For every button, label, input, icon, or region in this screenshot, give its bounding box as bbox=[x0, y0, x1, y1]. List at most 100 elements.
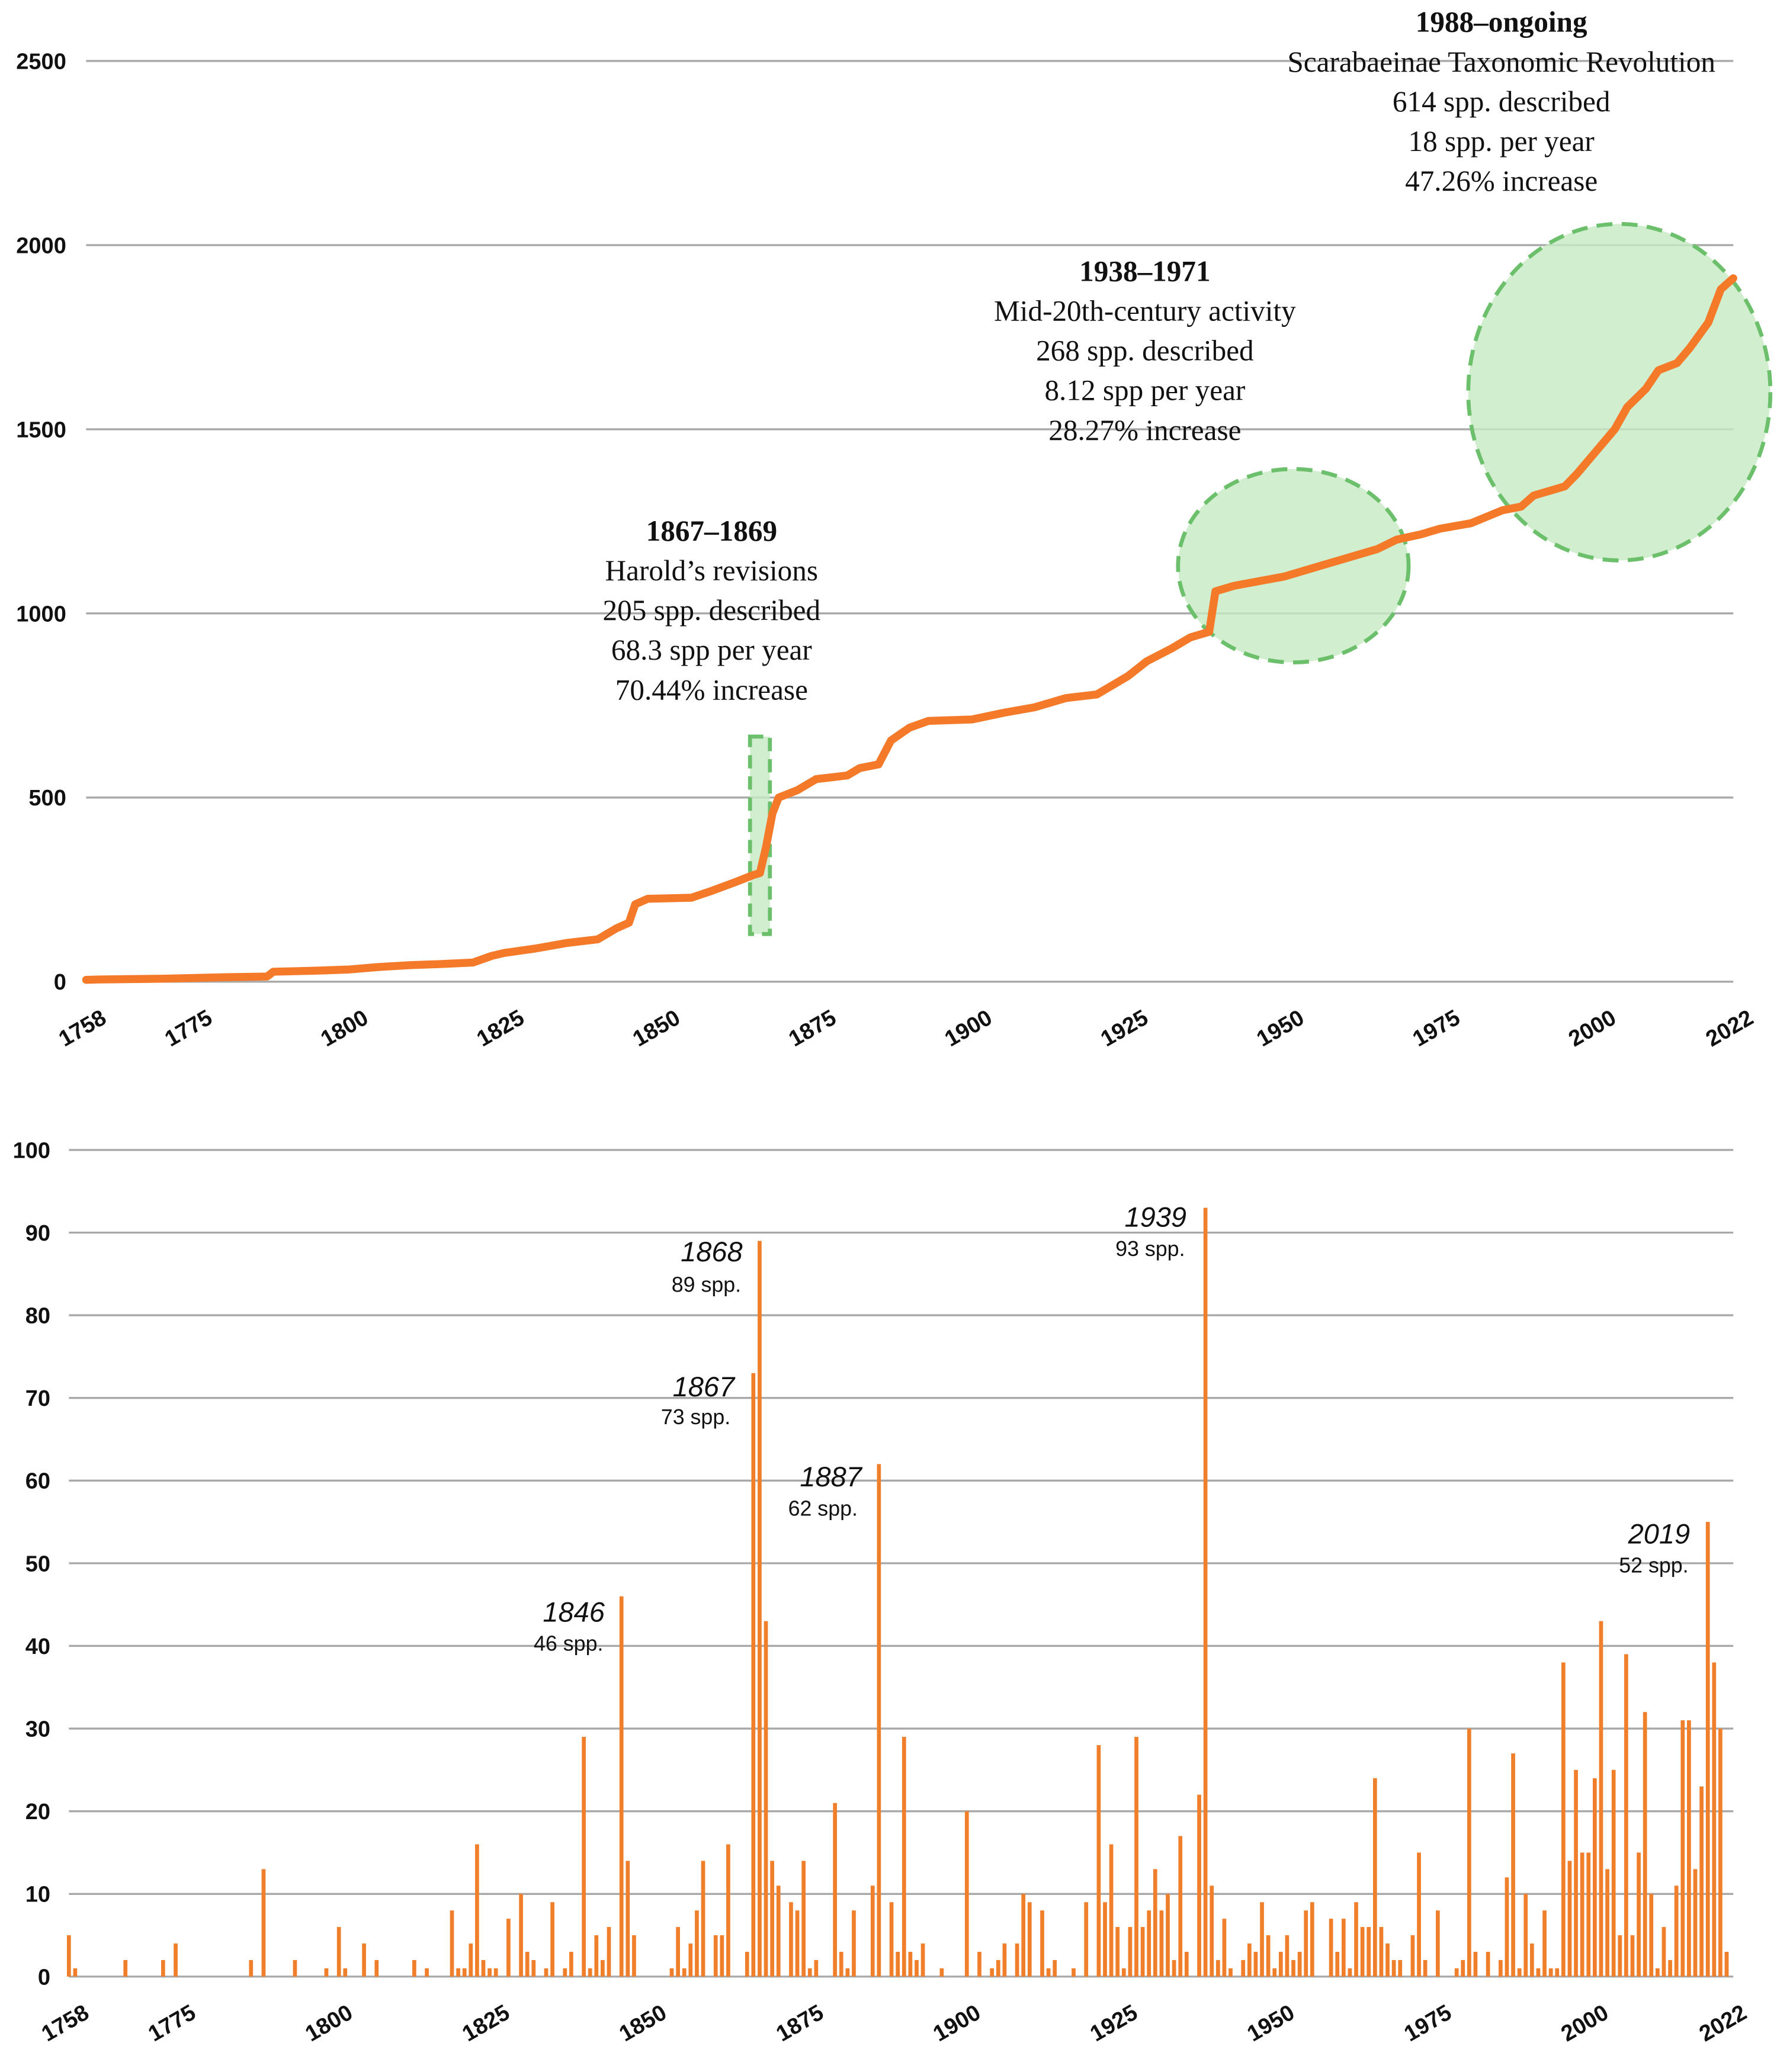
bar bbox=[1172, 1959, 1176, 1977]
bar bbox=[1674, 1885, 1679, 1977]
bar bbox=[123, 1959, 128, 1977]
bar bbox=[1329, 1919, 1333, 1977]
x-tick-label: 1850 bbox=[628, 1006, 684, 1052]
bar bbox=[506, 1919, 511, 1977]
bar bbox=[582, 1737, 586, 1977]
bar bbox=[896, 1951, 900, 1977]
bar bbox=[1398, 1959, 1403, 1977]
annotation-line: 70.44% increase bbox=[615, 673, 808, 706]
x-tick-label: 2000 bbox=[1564, 1006, 1620, 1052]
bar bbox=[525, 1951, 530, 1977]
x-tick-label: 1850 bbox=[615, 2000, 671, 2047]
bar bbox=[1593, 1778, 1597, 1977]
bar bbox=[758, 1241, 762, 1977]
annotation: 1867–1869 Harold’s revisions 205 spp. de… bbox=[603, 515, 821, 706]
bar bbox=[1285, 1935, 1290, 1977]
annotation-year: 1867 bbox=[673, 1371, 736, 1402]
annotation-line: 614 spp. described bbox=[1393, 85, 1611, 118]
bar bbox=[1611, 1769, 1616, 1977]
bar bbox=[66, 1935, 71, 1977]
x-tick-label: 2000 bbox=[1557, 2000, 1613, 2047]
bar bbox=[1203, 1207, 1208, 1977]
y-tick-label: 2500 bbox=[16, 49, 66, 74]
bar bbox=[174, 1943, 178, 1977]
bar bbox=[1724, 1951, 1729, 1977]
bar bbox=[626, 1861, 630, 1977]
y-tick-label: 2000 bbox=[16, 233, 66, 258]
bar bbox=[1586, 1852, 1591, 1977]
bar bbox=[425, 1968, 429, 1977]
bar bbox=[1454, 1968, 1459, 1977]
bar bbox=[1668, 1959, 1672, 1977]
bar bbox=[1184, 1951, 1189, 1977]
bar bbox=[1498, 1959, 1503, 1977]
annotation-year: 1887 bbox=[800, 1461, 862, 1492]
bar bbox=[1536, 1968, 1541, 1977]
annotation-line: 18 spp. per year bbox=[1409, 125, 1595, 158]
bar bbox=[776, 1885, 781, 1977]
bar bbox=[1159, 1910, 1164, 1977]
bar bbox=[1153, 1869, 1157, 1977]
bar bbox=[456, 1968, 460, 1977]
x-tick-label: 1758 bbox=[37, 2000, 93, 2047]
bar bbox=[713, 1935, 718, 1977]
bar bbox=[563, 1968, 567, 1977]
bar bbox=[544, 1968, 549, 1977]
bar bbox=[751, 1373, 756, 1977]
y-tick-label: 50 bbox=[25, 1551, 50, 1576]
highlight-ellipse bbox=[1466, 221, 1773, 563]
annotation-line: Harold’s revisions bbox=[605, 554, 818, 587]
bar bbox=[1210, 1885, 1214, 1977]
x-tick-label: 1758 bbox=[54, 1006, 110, 1052]
bar bbox=[1222, 1919, 1227, 1977]
bar bbox=[977, 1951, 981, 1977]
bar bbox=[1335, 1951, 1340, 1977]
bar bbox=[1096, 1745, 1101, 1977]
bar bbox=[1103, 1902, 1107, 1977]
bar bbox=[877, 1464, 881, 1977]
annotation-line: 8.12 spp per year bbox=[1044, 374, 1245, 407]
bar bbox=[1360, 1927, 1365, 1977]
bar bbox=[1661, 1927, 1666, 1977]
y-tick-label: 0 bbox=[38, 1965, 50, 1990]
bar bbox=[682, 1968, 687, 1977]
bar bbox=[1260, 1902, 1264, 1977]
annotation-year: 1846 bbox=[543, 1596, 605, 1627]
bar bbox=[701, 1861, 705, 1977]
x-tick-label: 1875 bbox=[785, 1006, 841, 1052]
y-tick-label: 100 bbox=[13, 1138, 50, 1163]
bar bbox=[462, 1968, 467, 1977]
bar bbox=[1555, 1968, 1560, 1977]
bar bbox=[1266, 1935, 1271, 1977]
bar bbox=[1530, 1943, 1534, 1977]
bar bbox=[519, 1894, 523, 1977]
bar bbox=[1705, 1522, 1710, 1977]
bar bbox=[1574, 1769, 1578, 1977]
y-tick-label: 500 bbox=[28, 786, 66, 811]
x-tick-label: 1950 bbox=[1243, 2000, 1299, 2047]
bar bbox=[1147, 1910, 1151, 1977]
annotation-count: 93 spp. bbox=[1115, 1237, 1185, 1261]
y-tick-label: 1000 bbox=[16, 602, 66, 627]
bar bbox=[481, 1959, 486, 1977]
bar bbox=[1053, 1959, 1057, 1977]
bar bbox=[1605, 1869, 1609, 1977]
y-tick-label: 70 bbox=[25, 1386, 50, 1411]
bar bbox=[1718, 1729, 1723, 1977]
bar bbox=[1134, 1737, 1138, 1977]
bar bbox=[450, 1910, 454, 1977]
bar bbox=[1486, 1951, 1490, 1977]
annotation-count: 62 spp. bbox=[788, 1496, 858, 1520]
y-tick-label: 1500 bbox=[16, 417, 66, 442]
bar bbox=[1637, 1852, 1641, 1977]
bar bbox=[343, 1968, 348, 1977]
bar bbox=[1379, 1927, 1384, 1977]
bar bbox=[720, 1935, 724, 1977]
bar bbox=[1511, 1753, 1515, 1977]
x-tick-label: 1925 bbox=[1096, 1006, 1152, 1052]
bar bbox=[990, 1968, 995, 1977]
x-tick-label: 1900 bbox=[929, 2000, 985, 2047]
annotation-line: 47.26% increase bbox=[1405, 165, 1598, 197]
bar bbox=[607, 1927, 611, 1977]
